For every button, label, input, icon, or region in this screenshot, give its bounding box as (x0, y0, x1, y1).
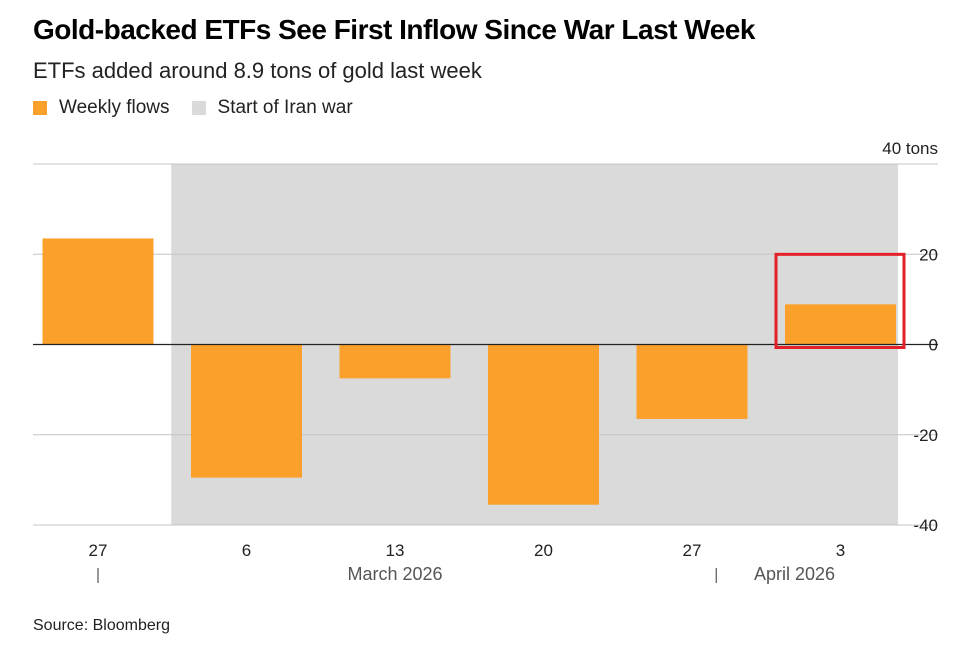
month-label: March 2026 (347, 564, 442, 584)
bar (339, 344, 451, 379)
highlight-box (774, 252, 906, 349)
legend-swatch-weekly-flows (33, 101, 47, 115)
x-tick-label: 13 (386, 541, 405, 560)
bar (191, 344, 302, 478)
y-tick-label: 40 tons (882, 139, 938, 158)
x-tick-label: 27 (89, 541, 108, 560)
bar (785, 304, 896, 345)
source-note: Source: Bloomberg (33, 617, 170, 634)
bar (488, 344, 599, 505)
legend-swatch-iran-war (191, 101, 206, 115)
y-tick-label: -40 (913, 516, 938, 535)
y-tick-label: 20 (919, 245, 938, 264)
month-label: April 2026 (754, 564, 835, 584)
x-tick-label: 20 (534, 541, 553, 560)
legend-item-weekly-flows: Weekly flows (33, 97, 170, 119)
y-tick-label: -20 (913, 426, 938, 445)
x-tick-label: 6 (242, 541, 251, 560)
legend-label-weekly-flows: Weekly flows (59, 97, 170, 118)
chart-subtitle: ETFs added around 8.9 tons of gold last … (33, 58, 482, 83)
chart-legend: Weekly flows Start of Iran war (33, 97, 375, 119)
x-tick-label: 3 (836, 541, 845, 560)
bar (636, 344, 748, 419)
bar (42, 238, 154, 345)
legend-label-iran-war: Start of Iran war (217, 97, 353, 118)
x-tick-label: 27 (683, 541, 702, 560)
chart-title: Gold-backed ETFs See First Inflow Since … (33, 14, 755, 45)
legend-item-iran-war: Start of Iran war (191, 97, 353, 119)
